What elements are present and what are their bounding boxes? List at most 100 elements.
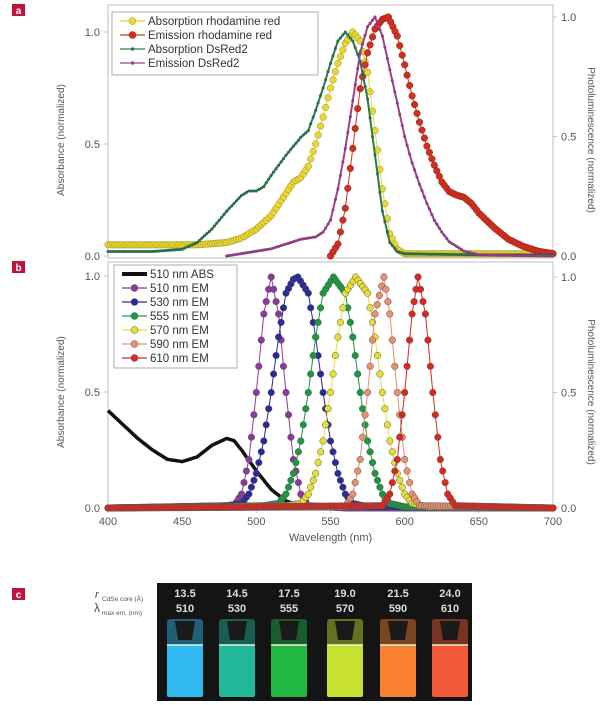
data-point bbox=[294, 239, 298, 243]
data-point bbox=[385, 230, 389, 234]
data-point bbox=[277, 163, 281, 167]
data-point bbox=[309, 147, 317, 156]
data-point bbox=[395, 101, 399, 105]
data-point bbox=[286, 150, 291, 154]
data-point bbox=[272, 351, 280, 360]
data-point bbox=[247, 483, 255, 491]
data-point bbox=[341, 204, 349, 212]
y-tick-label-left: 0.5 bbox=[85, 139, 100, 151]
vial-lambda: 610 bbox=[441, 603, 459, 615]
data-point bbox=[393, 246, 397, 251]
data-point bbox=[336, 228, 344, 236]
data-point bbox=[289, 147, 293, 151]
data-point bbox=[351, 124, 359, 133]
data-point bbox=[197, 238, 202, 242]
data-point bbox=[296, 138, 300, 142]
data-point bbox=[270, 285, 278, 293]
panel-label-box bbox=[12, 588, 25, 600]
vial-cap bbox=[335, 621, 355, 640]
data-point bbox=[333, 197, 337, 201]
data-point bbox=[388, 448, 396, 456]
data-point bbox=[336, 476, 344, 484]
vial-meniscus bbox=[380, 644, 416, 646]
data-point bbox=[200, 236, 204, 240]
data-point bbox=[358, 51, 362, 55]
legend-item: 510 nm EM bbox=[122, 283, 209, 295]
data-point bbox=[279, 160, 283, 164]
data-point bbox=[307, 304, 315, 312]
data-point bbox=[324, 226, 328, 230]
data-point bbox=[319, 93, 323, 98]
vial-radius: 24.0 bbox=[439, 588, 460, 600]
legend-label: 510 nm ABS bbox=[150, 269, 214, 281]
legend-marker bbox=[130, 354, 139, 362]
legend-marker bbox=[130, 326, 139, 334]
y-tick-label-right: 0.5 bbox=[561, 132, 576, 144]
data-point bbox=[237, 196, 241, 200]
data-point bbox=[338, 36, 342, 40]
data-point bbox=[370, 134, 375, 139]
vial-radius: 21.5 bbox=[387, 588, 408, 600]
vial-meniscus bbox=[167, 644, 203, 646]
data-point bbox=[284, 411, 293, 419]
data-point bbox=[287, 476, 295, 484]
data-point bbox=[314, 108, 318, 112]
vial-lambda: 555 bbox=[280, 603, 298, 615]
data-point bbox=[314, 131, 322, 139]
data-point bbox=[430, 213, 434, 217]
data-point bbox=[329, 448, 337, 456]
data-point bbox=[359, 433, 367, 441]
data-point bbox=[239, 193, 244, 198]
data-point bbox=[415, 118, 424, 126]
data-point bbox=[432, 218, 436, 222]
data-point bbox=[403, 362, 411, 370]
data-point bbox=[247, 189, 251, 193]
vial-meniscus bbox=[327, 644, 363, 646]
data-point bbox=[346, 33, 350, 37]
data-point bbox=[306, 129, 310, 133]
legend-marker bbox=[130, 61, 135, 65]
legend-item: Absorption DsRed2 bbox=[120, 44, 248, 56]
data-point bbox=[366, 362, 374, 370]
data-point bbox=[309, 476, 317, 484]
data-point bbox=[452, 243, 456, 247]
data-point bbox=[393, 455, 401, 464]
data-point bbox=[299, 421, 307, 429]
data-point bbox=[426, 362, 434, 370]
data-point bbox=[334, 59, 342, 67]
data-point bbox=[275, 310, 283, 318]
legend-label: 590 nm EM bbox=[150, 339, 209, 351]
legend-item: 570 nm EM bbox=[122, 325, 209, 337]
data-point bbox=[250, 476, 258, 484]
data-point bbox=[341, 33, 345, 37]
data-point bbox=[354, 370, 362, 378]
y-tick-label-right: 0.0 bbox=[561, 251, 576, 263]
data-point bbox=[344, 184, 352, 192]
series-610-nm-em bbox=[104, 273, 557, 512]
data-point bbox=[272, 170, 276, 174]
panel-label-box bbox=[12, 4, 25, 16]
data-point bbox=[383, 220, 387, 224]
data-point bbox=[419, 298, 427, 306]
data-point bbox=[249, 189, 253, 193]
data-point bbox=[472, 252, 476, 256]
row-label-radius: r bbox=[95, 589, 100, 601]
data-point bbox=[349, 144, 357, 152]
legend-item: Emission DsRed2 bbox=[120, 58, 239, 70]
vial-cap bbox=[175, 621, 195, 640]
data-point bbox=[413, 168, 417, 172]
data-point bbox=[307, 370, 315, 378]
data-point bbox=[212, 224, 216, 228]
data-point bbox=[425, 201, 429, 205]
data-point bbox=[406, 479, 414, 487]
y-tick-label-left: 0.0 bbox=[85, 251, 100, 263]
data-point bbox=[289, 469, 297, 477]
data-point bbox=[348, 115, 352, 119]
data-point bbox=[264, 181, 268, 185]
x-tick-label: 600 bbox=[395, 516, 413, 528]
data-point bbox=[309, 236, 313, 240]
legend: 510 nm ABS 510 nm EM 530 nm EM 555 nm EM 570… bbox=[113, 264, 238, 369]
data-point bbox=[245, 455, 253, 464]
data-point bbox=[376, 370, 384, 378]
